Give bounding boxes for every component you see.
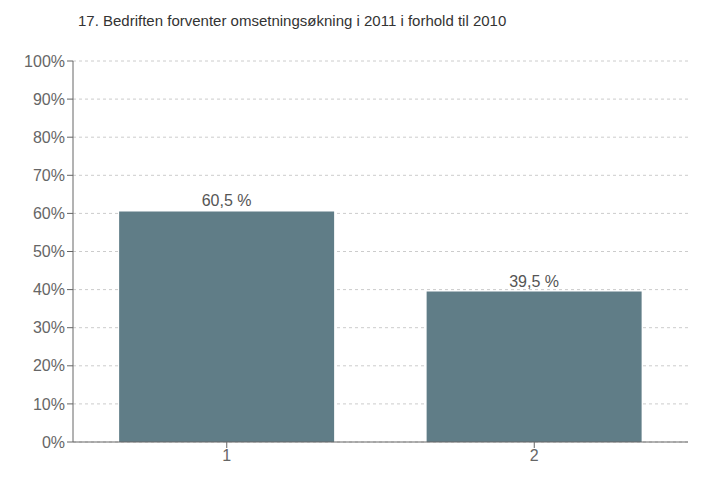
svg-text:60%: 60% bbox=[33, 205, 65, 222]
svg-text:10%: 10% bbox=[33, 396, 65, 413]
svg-text:1: 1 bbox=[222, 447, 231, 464]
svg-text:2: 2 bbox=[530, 447, 539, 464]
svg-text:90%: 90% bbox=[33, 91, 65, 108]
svg-text:20%: 20% bbox=[33, 357, 65, 374]
svg-text:60,5 %: 60,5 % bbox=[202, 192, 252, 209]
svg-text:100%: 100% bbox=[24, 53, 65, 70]
svg-text:40%: 40% bbox=[33, 281, 65, 298]
html-text:17. Bedriften forventer omsetn: 17. Bedriften forventer omsetningsøkning… bbox=[78, 12, 507, 29]
svg-text:0%: 0% bbox=[42, 434, 65, 451]
svg-text:39,5 %: 39,5 % bbox=[509, 273, 559, 290]
svg-text:30%: 30% bbox=[33, 319, 65, 336]
svg-text:80%: 80% bbox=[33, 129, 65, 146]
svg-text:50%: 50% bbox=[33, 243, 65, 260]
svg-text:70%: 70% bbox=[33, 167, 65, 184]
